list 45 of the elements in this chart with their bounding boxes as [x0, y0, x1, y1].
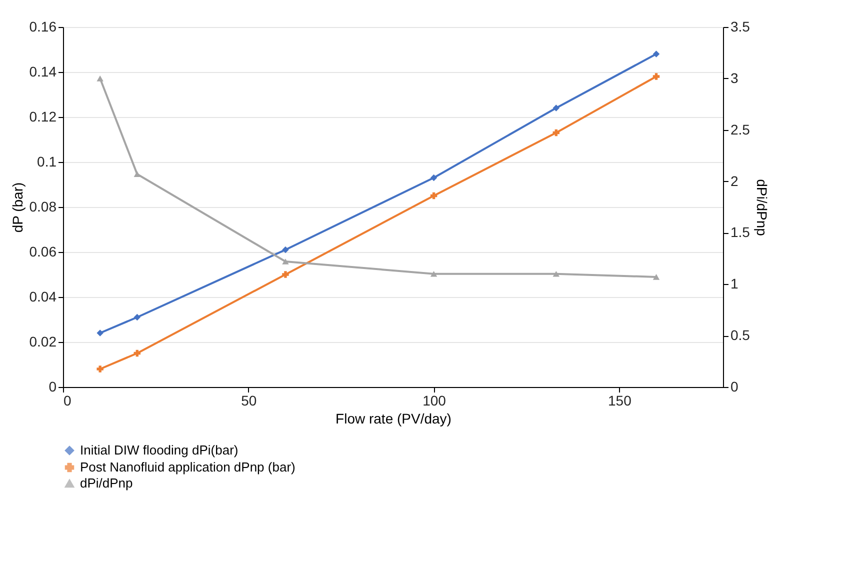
y-tick-label: 0.14 — [29, 64, 57, 80]
legend-label: Post Nanofluid application dPnp (bar) — [80, 460, 296, 474]
point — [134, 171, 141, 177]
y-tick-label: 0.04 — [29, 288, 57, 304]
point — [282, 271, 289, 278]
x-axis-title: Flow rate (PV/day) — [336, 410, 452, 426]
point — [430, 192, 438, 200]
point — [282, 258, 289, 264]
y2-tick-label: 1.5 — [730, 224, 750, 240]
y2-tick-label: 3 — [730, 70, 738, 86]
y-tick-label: 0.16 — [29, 18, 57, 34]
point — [552, 129, 560, 136]
point — [134, 350, 141, 357]
point — [652, 274, 660, 280]
y-tick-label: 0.06 — [29, 244, 57, 260]
point — [652, 73, 660, 80]
y2-tick-label: 1 — [730, 276, 738, 292]
point — [96, 330, 104, 336]
point — [430, 270, 438, 277]
x-tick-label: 150 — [608, 392, 632, 408]
y2-tick-label: 2 — [730, 172, 738, 189]
point — [96, 366, 104, 372]
point — [430, 174, 438, 182]
y-axis-title: dP (bar) — [9, 182, 26, 233]
point — [552, 270, 560, 277]
y-tick-label: 0.02 — [29, 334, 57, 350]
y-tick-label: 0.1 — [37, 154, 57, 170]
y-tick-label: 0.12 — [29, 108, 57, 124]
y-tick-label: 0.08 — [29, 198, 57, 214]
x-tick-label: 100 — [422, 392, 446, 408]
y2-tick-label: 0 — [730, 378, 738, 394]
y2-tick-label: 2.5 — [730, 121, 750, 138]
point — [652, 50, 660, 58]
point — [282, 246, 289, 254]
point — [134, 314, 141, 321]
point — [552, 104, 560, 112]
y2-axis-title: dPi/dPnp — [754, 179, 770, 236]
legend-label: Initial DIW flooding dPi(bar) — [80, 442, 238, 458]
y2-tick-label: 3.5 — [730, 18, 750, 34]
y2-tick-label: 0.5 — [730, 327, 750, 344]
point — [96, 76, 104, 82]
legend-label: dPi/dPnp — [80, 476, 133, 490]
x-tick-label: 0 — [64, 392, 72, 408]
x-tick-label: 50 — [241, 392, 257, 408]
y-tick-label: 0 — [48, 378, 57, 394]
